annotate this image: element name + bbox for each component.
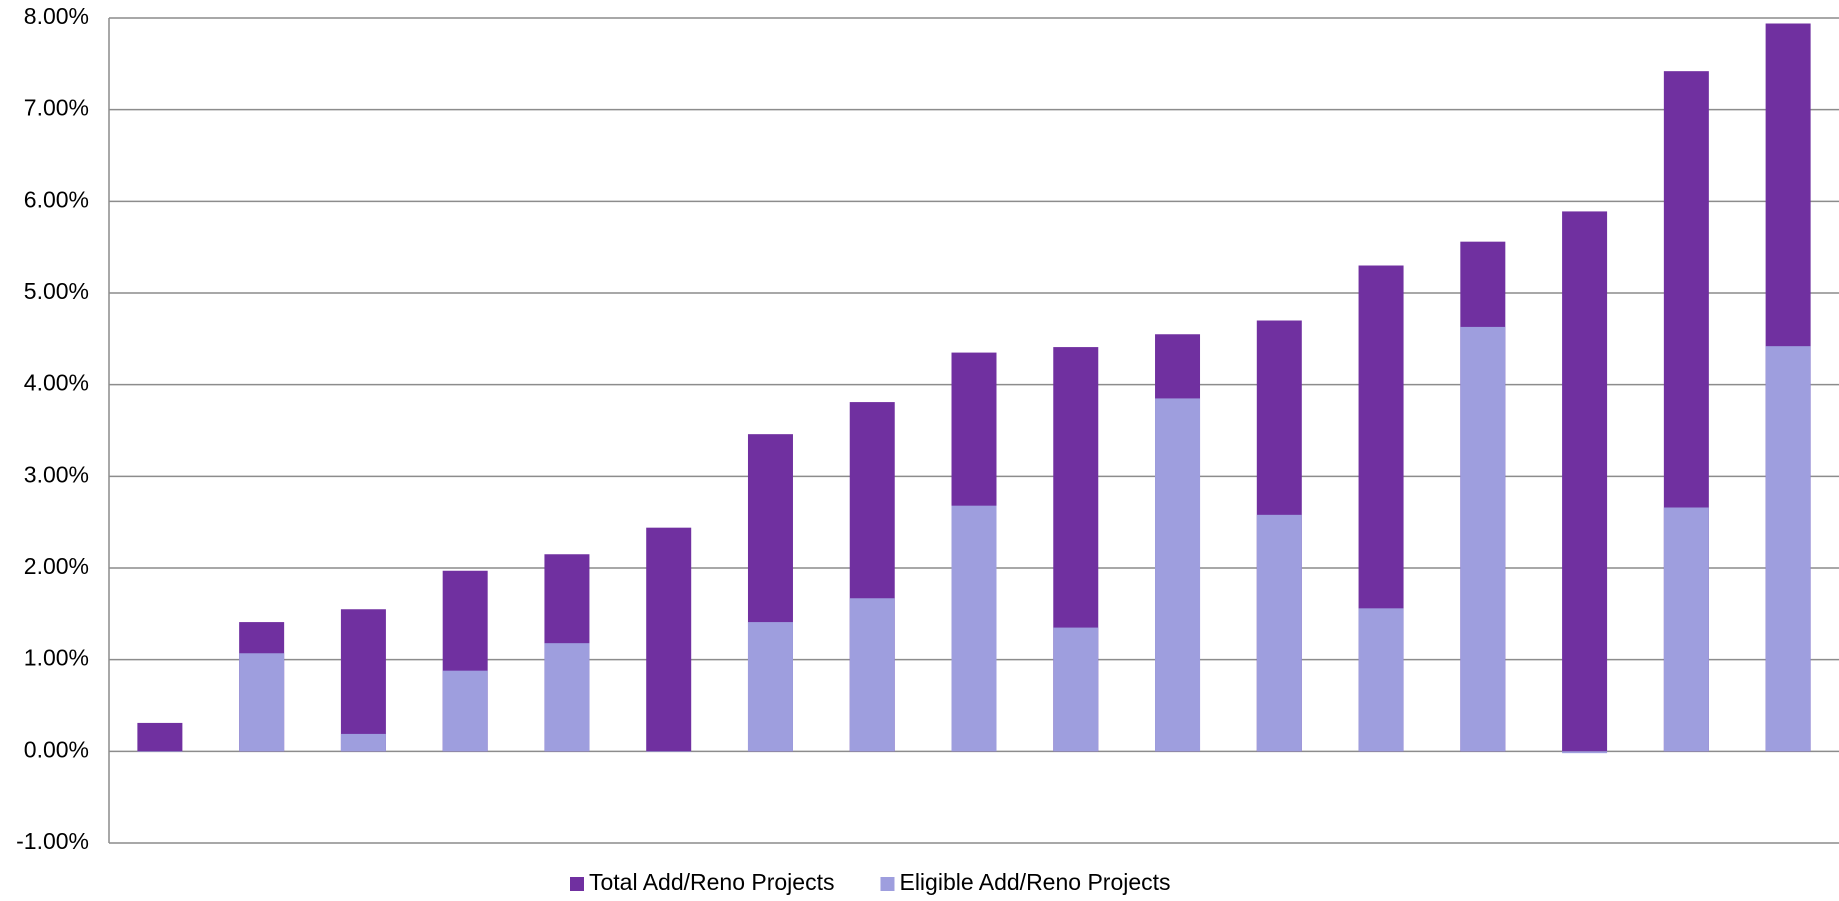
bar — [340, 733, 386, 752]
bar — [544, 643, 590, 752]
y-tick-label: 7.00% — [24, 95, 89, 121]
bar — [951, 505, 997, 752]
bar — [1562, 751, 1608, 754]
bar — [646, 751, 692, 752]
bar — [747, 622, 793, 752]
legend-swatch — [880, 877, 895, 891]
bar — [137, 751, 183, 752]
bar — [340, 609, 386, 752]
bar — [1663, 507, 1709, 752]
y-tick-label: 8.00% — [24, 3, 89, 29]
bar — [1460, 326, 1506, 752]
bar — [849, 598, 895, 752]
legend-swatch — [570, 877, 584, 891]
bar — [239, 653, 285, 752]
y-tick-label: 0.00% — [24, 736, 89, 762]
bar — [646, 527, 692, 752]
legend-label: Eligible Add/Reno Projects — [899, 869, 1170, 895]
y-tick-label: 2.00% — [24, 553, 89, 579]
bar — [442, 670, 488, 752]
bar — [1358, 608, 1404, 752]
y-tick-label: 6.00% — [24, 186, 89, 212]
y-tick-label: 3.00% — [24, 461, 89, 487]
bar — [1155, 398, 1201, 752]
y-tick-label: 5.00% — [24, 278, 89, 304]
bar — [1765, 346, 1811, 752]
y-tick-label: 1.00% — [24, 645, 89, 671]
y-tick-label: -1.00% — [16, 828, 89, 854]
bar — [1256, 514, 1302, 752]
legend-label: Total Add/Reno Projects — [589, 869, 834, 895]
y-tick-label: 4.00% — [24, 370, 89, 396]
bar — [137, 722, 183, 752]
bar — [1562, 211, 1608, 752]
bar — [1053, 627, 1099, 752]
